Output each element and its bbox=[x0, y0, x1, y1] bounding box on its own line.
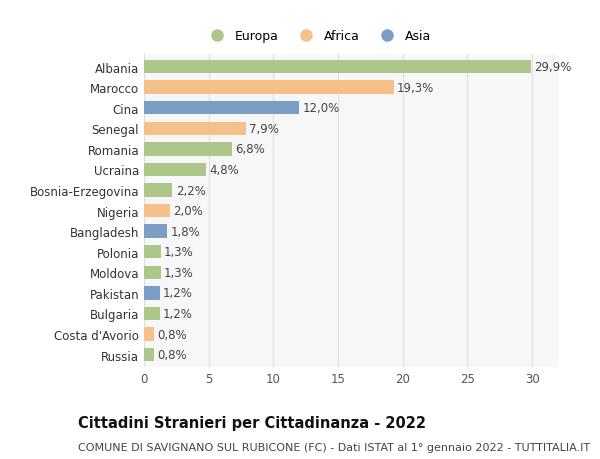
Text: 29,9%: 29,9% bbox=[534, 61, 571, 74]
Legend: Europa, Africa, Asia: Europa, Africa, Asia bbox=[205, 30, 431, 43]
Bar bbox=[144, 348, 154, 362]
Text: 1,3%: 1,3% bbox=[164, 266, 194, 279]
Bar bbox=[144, 225, 167, 238]
Bar bbox=[144, 286, 160, 300]
Bar bbox=[144, 328, 154, 341]
Bar bbox=[144, 266, 161, 280]
Text: 0,8%: 0,8% bbox=[158, 328, 187, 341]
Text: 2,2%: 2,2% bbox=[176, 184, 206, 197]
Text: 1,8%: 1,8% bbox=[170, 225, 200, 238]
Bar bbox=[144, 184, 172, 197]
Text: 6,8%: 6,8% bbox=[235, 143, 265, 156]
Text: 19,3%: 19,3% bbox=[397, 81, 434, 95]
Text: 2,0%: 2,0% bbox=[173, 205, 203, 218]
Text: 1,3%: 1,3% bbox=[164, 246, 194, 259]
Bar bbox=[144, 102, 299, 115]
Text: 1,2%: 1,2% bbox=[163, 287, 193, 300]
Bar bbox=[144, 123, 246, 136]
Text: Cittadini Stranieri per Cittadinanza - 2022: Cittadini Stranieri per Cittadinanza - 2… bbox=[78, 415, 426, 431]
Text: 7,9%: 7,9% bbox=[250, 123, 280, 135]
Text: 12,0%: 12,0% bbox=[302, 102, 340, 115]
Text: 1,2%: 1,2% bbox=[163, 308, 193, 320]
Text: 0,8%: 0,8% bbox=[158, 348, 187, 361]
Bar bbox=[144, 143, 232, 156]
Bar bbox=[144, 61, 531, 74]
Text: 4,8%: 4,8% bbox=[209, 163, 239, 177]
Bar bbox=[144, 307, 160, 320]
Bar bbox=[144, 163, 206, 177]
Bar bbox=[144, 81, 394, 95]
Bar bbox=[144, 246, 161, 259]
Text: COMUNE DI SAVIGNANO SUL RUBICONE (FC) - Dati ISTAT al 1° gennaio 2022 - TUTTITAL: COMUNE DI SAVIGNANO SUL RUBICONE (FC) - … bbox=[78, 442, 590, 452]
Bar bbox=[144, 204, 170, 218]
